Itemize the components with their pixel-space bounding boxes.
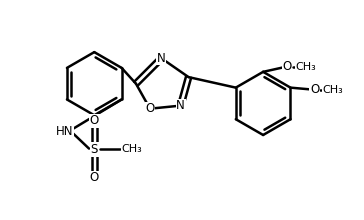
Text: O: O xyxy=(90,114,99,127)
Text: O: O xyxy=(90,171,99,185)
Text: HN: HN xyxy=(56,125,74,138)
Text: CH₃: CH₃ xyxy=(323,85,343,95)
Text: O: O xyxy=(282,60,292,73)
Text: N: N xyxy=(176,99,185,112)
Text: O: O xyxy=(310,83,319,96)
Text: O: O xyxy=(145,102,155,115)
Text: N: N xyxy=(157,52,166,65)
Text: CH₃: CH₃ xyxy=(295,62,316,72)
Text: S: S xyxy=(91,143,98,156)
Text: CH₃: CH₃ xyxy=(121,145,142,154)
